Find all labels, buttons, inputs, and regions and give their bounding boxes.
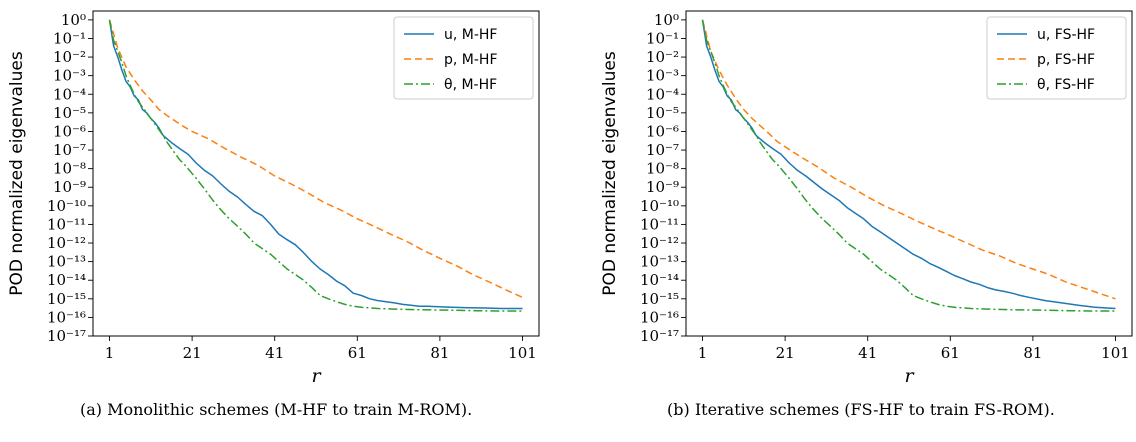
y-tick-label: 10⁻¹⁷ <box>47 327 86 345</box>
y-tick-label: 10⁻¹⁰ <box>640 197 679 215</box>
y-tick-label: 10⁻⁹ <box>53 178 86 196</box>
y-tick-label: 10⁻¹⁷ <box>640 327 679 345</box>
y-tick-label: 10⁻¹³ <box>640 253 679 271</box>
y-tick-label: 10⁻¹¹ <box>47 215 86 233</box>
legend-box <box>986 16 1127 100</box>
y-axis-label: POD normalized eigenvalues <box>7 51 27 296</box>
y-tick-label: 10⁻¹³ <box>47 253 86 271</box>
series-line-1 <box>108 19 523 298</box>
x-tick-label: 101 <box>1101 344 1130 362</box>
legend-box <box>393 16 534 100</box>
y-tick-label: 10⁻⁵ <box>53 104 86 122</box>
y-tick-label: 10⁻¹⁶ <box>47 308 86 326</box>
x-tick-label: 81 <box>1023 344 1042 362</box>
x-axis-label: r <box>311 365 322 387</box>
x-axis-label: r <box>904 365 915 387</box>
legend-label: u, FS-HF <box>1037 27 1095 43</box>
series-line-1 <box>701 19 1116 300</box>
y-tick-label: 10⁻¹² <box>47 234 86 252</box>
y-tick-label: 10⁻¹⁰ <box>47 197 86 215</box>
caption-right: (b) Iterative schemes (FS-HF to train FS… <box>667 400 1055 419</box>
y-tick-label: 10⁻¹⁶ <box>640 308 679 326</box>
y-tick-label: 10⁻³ <box>646 67 679 85</box>
y-tick-label: 10⁻¹⁴ <box>47 271 86 289</box>
y-tick-label: 10⁻⁸ <box>646 160 679 178</box>
y-tick-label: 10⁻¹⁵ <box>640 290 679 308</box>
legend-label: θ, M-HF <box>444 77 497 93</box>
y-tick-label: 10⁻⁷ <box>646 141 679 159</box>
y-tick-label: 10⁻¹ <box>53 29 86 47</box>
legend-label: θ, FS-HF <box>1037 77 1095 93</box>
y-tick-label: 10⁰ <box>654 11 679 29</box>
x-tick-label: 1 <box>105 344 115 362</box>
legend-label: u, M-HF <box>444 27 497 43</box>
y-tick-label: 10⁻² <box>646 48 679 66</box>
y-axis-label: POD normalized eigenvalues <box>600 51 620 296</box>
y-tick-label: 10⁻⁶ <box>53 122 86 140</box>
x-tick-label: 61 <box>348 344 367 362</box>
y-tick-label: 10⁻⁴ <box>53 85 86 103</box>
series-line-2 <box>108 19 523 312</box>
x-tick-label: 41 <box>265 344 284 362</box>
y-tick-label: 10⁻¹⁴ <box>640 271 679 289</box>
x-tick-label: 21 <box>183 344 202 362</box>
chart-panel-1: 10⁰10⁻¹10⁻²10⁻³10⁻⁴10⁻⁵10⁻⁶10⁻⁷10⁻⁸10⁻⁹1… <box>600 10 1133 387</box>
legend-label: p, FS-HF <box>1037 52 1095 68</box>
y-tick-label: 10⁰ <box>61 11 86 29</box>
y-tick-label: 10⁻⁵ <box>646 104 679 122</box>
y-tick-label: 10⁻⁷ <box>53 141 86 159</box>
series-line-2 <box>701 19 1116 312</box>
y-tick-label: 10⁻⁶ <box>646 122 679 140</box>
x-tick-label: 101 <box>508 344 537 362</box>
x-tick-label: 41 <box>858 344 877 362</box>
plot-frame <box>92 10 540 337</box>
x-tick-label: 61 <box>941 344 960 362</box>
x-tick-label: 21 <box>776 344 795 362</box>
y-tick-label: 10⁻¹¹ <box>640 215 679 233</box>
y-tick-label: 10⁻¹ <box>646 29 679 47</box>
chart-panel-0: 10⁰10⁻¹10⁻²10⁻³10⁻⁴10⁻⁵10⁻⁶10⁻⁷10⁻⁸10⁻⁹1… <box>7 10 540 387</box>
y-tick-label: 10⁻⁴ <box>646 85 679 103</box>
plot-frame <box>685 10 1133 337</box>
y-tick-label: 10⁻² <box>53 48 86 66</box>
y-tick-label: 10⁻³ <box>53 67 86 85</box>
x-tick-label: 1 <box>698 344 708 362</box>
y-tick-label: 10⁻¹⁵ <box>47 290 86 308</box>
x-tick-label: 81 <box>430 344 449 362</box>
caption-left: (a) Monolithic schemes (M-HF to train M-… <box>80 400 473 419</box>
legend-label: p, M-HF <box>444 52 498 68</box>
y-tick-label: 10⁻⁹ <box>646 178 679 196</box>
y-tick-label: 10⁻⁸ <box>53 160 86 178</box>
y-tick-label: 10⁻¹² <box>640 234 679 252</box>
